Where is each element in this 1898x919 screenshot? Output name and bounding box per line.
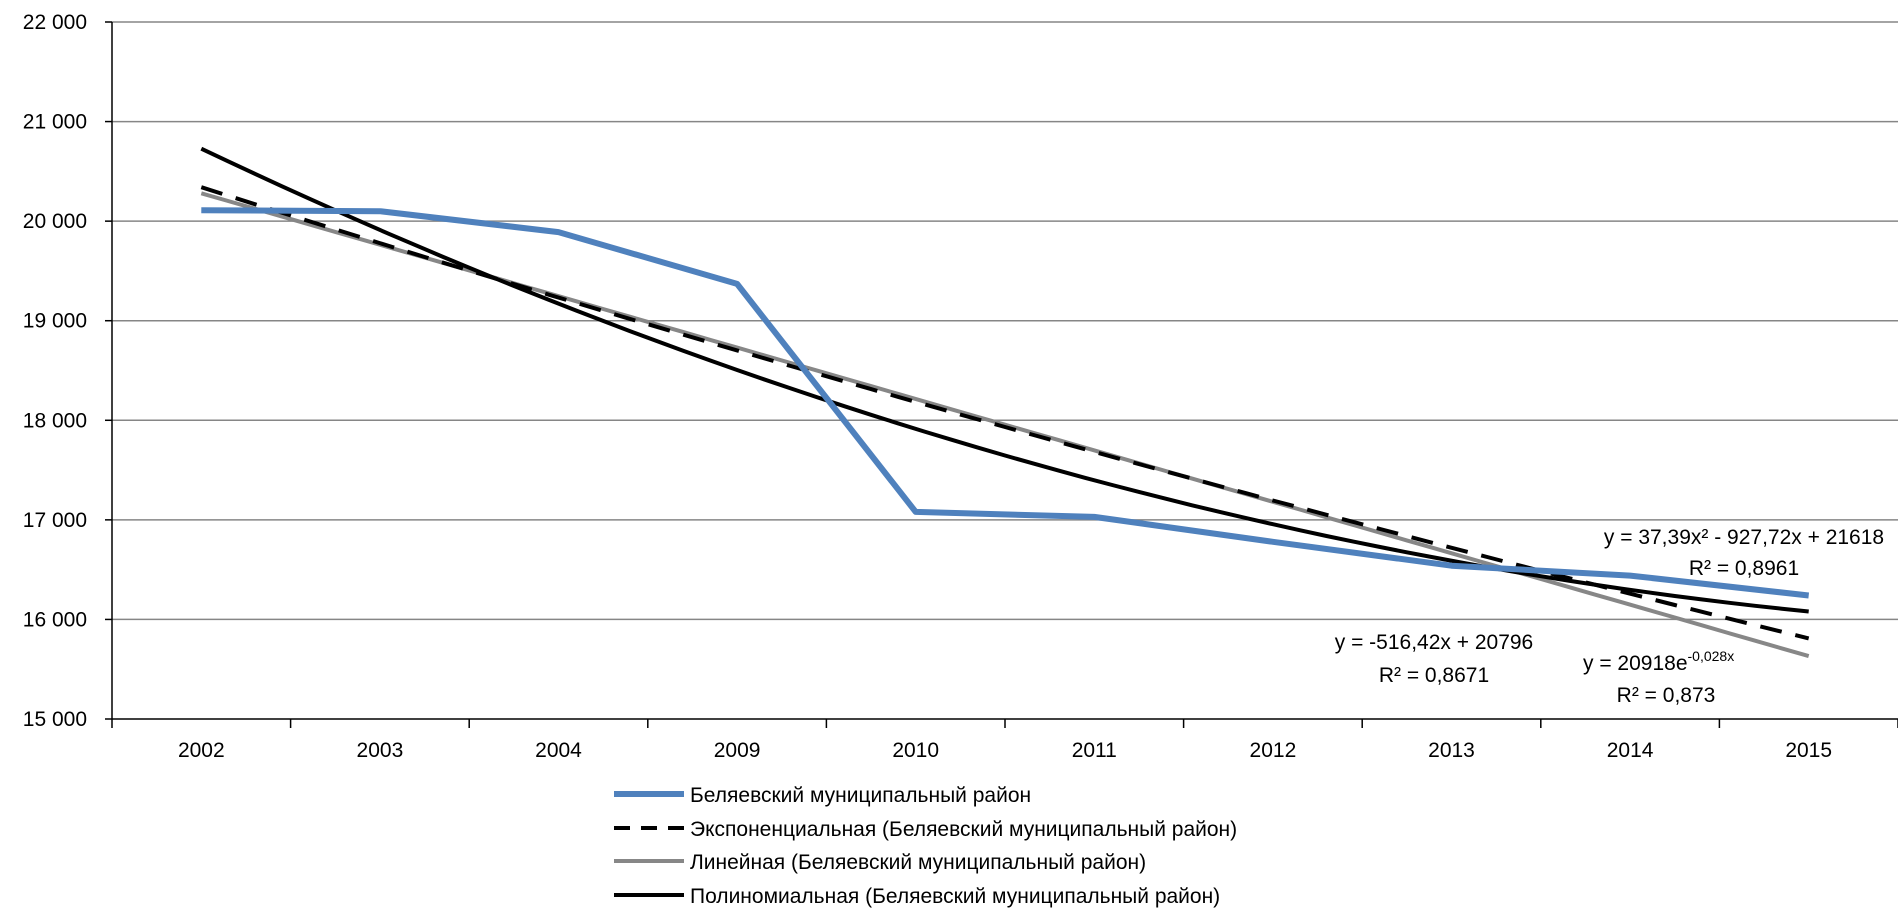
y-tick-label: 17 000 bbox=[23, 509, 87, 532]
x-tick-label: 2013 bbox=[1428, 739, 1475, 762]
x-tick-label: 2003 bbox=[357, 739, 404, 762]
legend-item-linear: Линейная (Беляевский муниципальный район… bbox=[614, 851, 1146, 874]
x-tick-label: 2002 bbox=[178, 739, 225, 762]
series-line-exp bbox=[200, 185, 1810, 641]
x-tick-label: 2012 bbox=[1250, 739, 1297, 762]
linear-r2-label: R² = 0,8671 bbox=[1379, 664, 1489, 687]
x-tick-label: 2009 bbox=[714, 739, 761, 762]
legend-label-exponential: Экспоненциальная (Беляевский муниципальн… bbox=[690, 818, 1237, 841]
y-tick-label: 20 000 bbox=[23, 210, 87, 233]
gridlines bbox=[112, 21, 1898, 621]
y-tick-label: 19 000 bbox=[23, 310, 87, 333]
series-line-linear bbox=[200, 191, 1810, 659]
x-tick-label: 2004 bbox=[535, 739, 582, 762]
y-tick-label: 16 000 bbox=[23, 608, 87, 631]
y-tick-label: 18 000 bbox=[23, 409, 87, 432]
trendline-annotations: y = -516,42x + 20796 R² = 0,8671 y = 209… bbox=[1335, 526, 1884, 707]
x-tick-label: 2010 bbox=[892, 739, 939, 762]
axes: 15 000 16 000 17 000 18 000 19 000 20 000 21 0… bbox=[23, 11, 1898, 762]
series-line-data bbox=[201, 207, 1810, 599]
exp-r2-label: R² = 0,873 bbox=[1617, 684, 1716, 707]
poly-r2-label: R² = 0,8961 bbox=[1689, 557, 1799, 580]
legend-item-polynomial: Полиномиальная (Беляевский муниципальный… bbox=[614, 885, 1220, 908]
series-line-poly2 bbox=[200, 146, 1809, 614]
exp-equation-main: y = 20918e bbox=[1583, 652, 1688, 675]
legend-label-linear: Линейная (Беляевский муниципальный район… bbox=[690, 851, 1146, 874]
x-tick-label: 2014 bbox=[1607, 739, 1654, 762]
exp-equation-exponent: -0,028x bbox=[1688, 648, 1735, 664]
legend: Беляевский муниципальный район Экспоненц… bbox=[614, 784, 1237, 908]
x-tick-label: 2015 bbox=[1785, 739, 1832, 762]
y-tick-label: 21 000 bbox=[23, 111, 87, 134]
x-tick-label: 2011 bbox=[1072, 739, 1117, 762]
legend-label-polynomial: Полиномиальная (Беляевский муниципальный… bbox=[690, 885, 1220, 908]
y-tick-label: 15 000 bbox=[23, 708, 87, 731]
legend-item-exponential: Экспоненциальная (Беляевский муниципальн… bbox=[614, 818, 1237, 841]
poly-equation-label: y = 37,39x² - 927,72x + 21618 bbox=[1604, 526, 1884, 549]
y-tick-label: 22 000 bbox=[23, 11, 87, 34]
linear-equation-label: y = -516,42x + 20796 bbox=[1335, 631, 1534, 654]
exp-equation-label: y = 20918e-0,028x bbox=[1583, 648, 1734, 675]
legend-item-data: Беляевский муниципальный район bbox=[614, 784, 1031, 807]
series-lines bbox=[200, 146, 1810, 659]
legend-label-data: Беляевский муниципальный район bbox=[690, 784, 1031, 807]
